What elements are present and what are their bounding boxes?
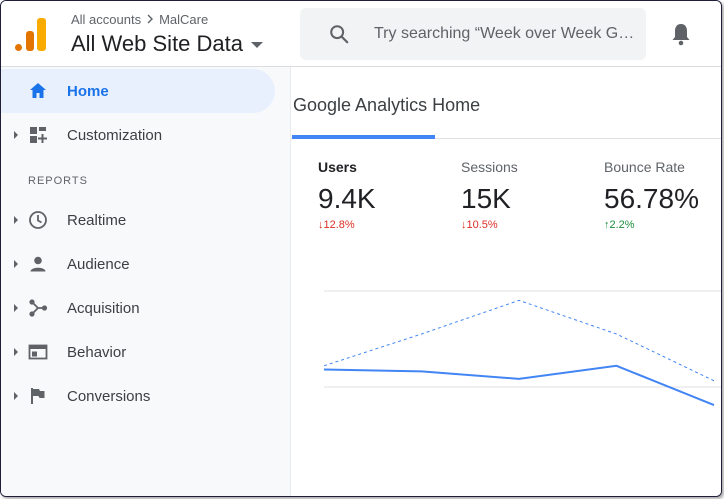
expand-arrow-icon[interactable] — [14, 304, 18, 312]
sidebar-item-acquisition[interactable]: Acquisition — [1, 286, 275, 330]
top-header: All accounts MalCare All Web Site Data T… — [1, 1, 721, 67]
metric-value: 15K — [461, 183, 511, 214]
expand-arrow-icon[interactable] — [14, 260, 18, 268]
person-icon — [30, 256, 46, 272]
reports-section-label: REPORTS — [28, 175, 88, 187]
metric-bounce-rate[interactable]: Bounce Rate 56.78% ↑2.2% — [604, 159, 699, 231]
bell-icon[interactable] — [669, 21, 693, 47]
breadcrumb-account[interactable]: MalCare — [159, 12, 209, 27]
metric-label: Sessions — [461, 159, 518, 175]
metric-label: Users — [318, 159, 357, 175]
sidebar-item-label: Home — [67, 82, 109, 100]
expand-arrow-icon[interactable] — [14, 131, 18, 139]
metric-change: ↓10.5% — [461, 219, 498, 231]
sidebar-item-label: Behavior — [67, 343, 127, 361]
search-input[interactable]: Try searching “Week over Week G… — [374, 25, 635, 42]
main-panel: Google Analytics Home Users 9.4K ↓12.8% … — [290, 67, 721, 496]
sidebar-item-customization[interactable]: Customization — [1, 113, 275, 157]
expand-arrow-icon[interactable] — [14, 216, 18, 224]
tab-divider — [291, 138, 721, 139]
flag-icon — [31, 388, 45, 404]
sidebar: Home Customization REPORTS Realtime — [1, 67, 290, 496]
property-name: All Web Site Data — [71, 31, 244, 56]
sidebar-item-label: Customization — [67, 126, 163, 144]
page-title: Google Analytics Home — [293, 95, 481, 115]
sidebar-item-label: Audience — [67, 255, 130, 273]
chart-line-current-period — [323, 364, 715, 406]
breadcrumb[interactable]: All accounts MalCare — [71, 12, 208, 27]
metric-sessions[interactable]: Sessions 15K ↓10.5% — [461, 159, 518, 231]
sidebar-item-home[interactable]: Home — [1, 69, 275, 113]
caret-down-icon — [251, 42, 264, 48]
sidebar-item-audience[interactable]: Audience — [1, 242, 275, 286]
trend-chart — [323, 290, 721, 406]
clock-icon — [29, 211, 47, 229]
property-selector[interactable]: All Web Site Data — [71, 31, 264, 57]
metric-label: Bounce Rate — [604, 159, 685, 175]
home-icon — [30, 83, 46, 98]
active-tab-indicator — [292, 135, 435, 139]
sidebar-item-label: Realtime — [67, 211, 127, 229]
expand-arrow-icon[interactable] — [14, 348, 18, 356]
breadcrumb-accounts[interactable]: All accounts — [71, 12, 142, 27]
chart-line-previous-period — [323, 299, 715, 382]
metric-change: ↑2.2% — [604, 219, 635, 231]
expand-arrow-icon[interactable] — [14, 392, 18, 400]
sidebar-item-conversions[interactable]: Conversions — [1, 374, 275, 418]
sidebar-item-label: Acquisition — [67, 299, 140, 317]
metric-value: 56.78% — [604, 183, 699, 214]
behavior-icon — [28, 344, 48, 360]
sidebar-item-label: Conversions — [67, 387, 151, 405]
sidebar-item-behavior[interactable]: Behavior — [1, 330, 275, 374]
analytics-logo[interactable] — [15, 17, 47, 51]
metric-change: ↓12.8% — [318, 219, 355, 231]
dashboard-plus-icon — [30, 127, 47, 143]
metric-value: 9.4K — [318, 183, 376, 214]
sidebar-item-realtime[interactable]: Realtime — [1, 198, 275, 242]
metric-users[interactable]: Users 9.4K ↓12.8% — [318, 159, 376, 231]
acquisition-icon — [29, 299, 48, 317]
search-icon — [330, 25, 349, 44]
search-bar[interactable]: Try searching “Week over Week G… — [300, 8, 646, 60]
chevron-right-icon — [145, 13, 155, 27]
